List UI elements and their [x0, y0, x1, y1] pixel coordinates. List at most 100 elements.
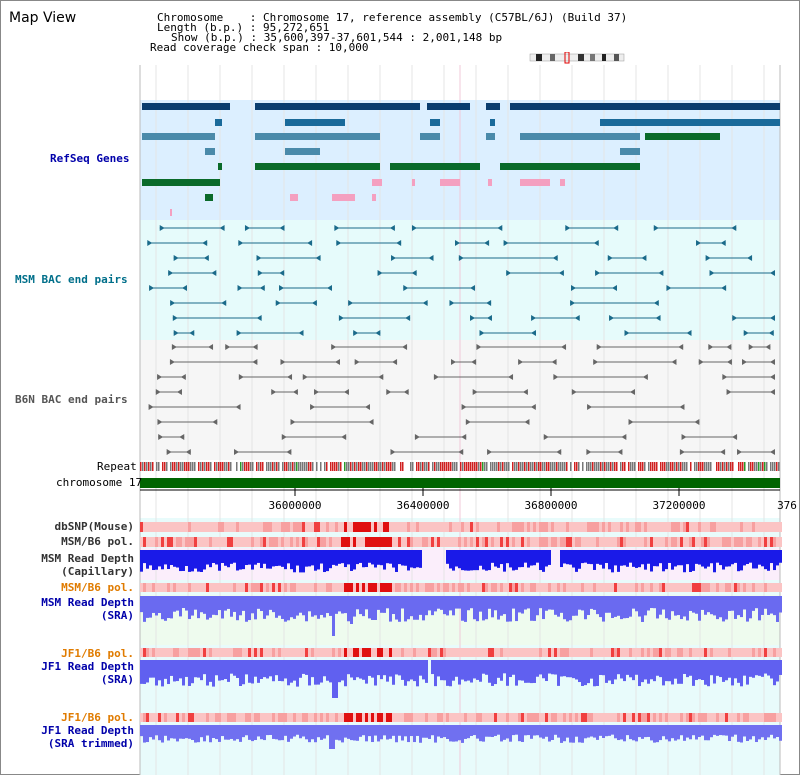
read-depth-bar	[362, 725, 365, 736]
read-depth-bar	[737, 725, 740, 742]
polymorphism-cell	[683, 583, 686, 592]
polymorphism-cell	[626, 583, 629, 592]
polymorphism-cell	[221, 583, 224, 592]
read-depth-bar	[275, 660, 278, 676]
msm-depth-capillary-label[interactable]: MSM Read Depth	[41, 552, 134, 565]
jf1-b6-pol-label-1[interactable]: JF1/B6 pol.	[61, 647, 134, 660]
msm-b6-pol-label-1[interactable]: MSM/B6 pol.	[61, 535, 134, 548]
read-depth-bar	[527, 550, 530, 568]
polymorphism-cell	[584, 583, 587, 592]
read-depth-bar	[290, 550, 293, 570]
polymorphism-cell	[728, 522, 731, 532]
polymorphism-cell	[299, 522, 302, 532]
polymorphism-cell	[437, 583, 440, 592]
read-depth-bar	[305, 660, 308, 675]
read-depth-bar	[479, 596, 482, 612]
msm-bac-pair	[405, 315, 411, 321]
polymorphism-cell	[533, 522, 536, 532]
read-depth-bar	[143, 725, 146, 743]
msm-b6-pol-label-2[interactable]: MSM/B6 pol.	[61, 581, 134, 594]
read-depth-bar	[776, 725, 779, 738]
msm-bac-pair	[768, 330, 774, 336]
dbsnp-track-label[interactable]: dbSNP(Mouse)	[54, 520, 134, 533]
read-depth-bar	[368, 725, 371, 737]
repeat-block	[338, 462, 340, 471]
repeat-block	[476, 462, 478, 471]
polymorphism-cell	[437, 713, 440, 722]
read-depth-bar	[716, 660, 719, 676]
msm-bac-pair	[658, 270, 664, 276]
msm-bac-pair	[721, 285, 727, 291]
polymorphism-cell	[200, 583, 203, 592]
repeat-block	[548, 462, 550, 471]
read-depth-bar	[635, 596, 638, 612]
read-depth-bar	[509, 596, 512, 622]
read-depth-bar	[140, 660, 143, 684]
repeat-block	[540, 462, 542, 471]
polymorphism-cell	[392, 648, 395, 657]
polymorphism-cell	[608, 583, 611, 592]
read-depth-bar	[392, 660, 395, 685]
read-depth-bar	[734, 660, 737, 679]
read-depth-bar	[293, 550, 296, 573]
polymorphism-cell	[509, 583, 512, 592]
polymorphism-cell	[779, 648, 782, 657]
read-depth-bar	[314, 725, 317, 743]
polymorphism-cell	[458, 522, 461, 532]
polymorphism-cell	[689, 648, 692, 657]
polymorphism-cell	[392, 583, 395, 592]
refseq-gene	[488, 179, 492, 186]
polymorphism-cell	[449, 648, 452, 657]
read-depth-bar	[641, 725, 644, 739]
b6n-bac-track-label[interactable]: B6N BAC end pairs	[15, 393, 128, 406]
polymorphism-cell	[509, 648, 512, 657]
msm-depth-sra-label[interactable]: MSM Read Depth	[41, 596, 134, 609]
msm-bac-track-label[interactable]: MSM BAC end pairs	[15, 273, 128, 286]
polymorphism-cell	[362, 537, 365, 547]
read-depth-bar	[593, 596, 596, 610]
polymorphism-cell	[173, 537, 176, 547]
polymorphism-cell	[224, 537, 227, 547]
polymorphism-cell	[311, 713, 314, 722]
read-depth-bar	[542, 550, 545, 572]
read-depth-bar	[299, 660, 302, 678]
polymorphism-cell	[638, 648, 641, 657]
chromosome-ideogram[interactable]	[528, 52, 628, 64]
polymorphism-cell	[140, 648, 143, 657]
jf1-depth-sra-label[interactable]: JF1 Read Depth	[41, 660, 134, 673]
read-depth-bar	[347, 550, 350, 565]
jf1-depth-trim-label[interactable]: JF1 Read Depth	[41, 724, 134, 737]
msm-bac-pair	[219, 225, 225, 231]
polymorphism-cell	[314, 648, 317, 657]
repeat-block	[402, 462, 404, 471]
polymorphism-cell	[707, 522, 710, 532]
read-depth-bar	[542, 725, 545, 739]
repeat-block	[568, 462, 570, 471]
read-depth-bar	[620, 596, 623, 620]
jf1-b6-pol-label-2[interactable]: JF1/B6 pol.	[61, 711, 134, 724]
polymorphism-cell	[419, 648, 422, 657]
repeat-block	[184, 462, 186, 471]
axis-tick-label: 36800000	[524, 499, 578, 512]
repeat-block	[168, 462, 170, 471]
refseq-gene	[560, 179, 565, 186]
polymorphism-cell	[584, 522, 587, 532]
polymorphism-cell	[713, 522, 716, 532]
read-depth-bar	[344, 725, 347, 738]
read-depth-bar	[284, 596, 287, 622]
polymorphism-cell	[164, 537, 167, 547]
read-depth-bar	[185, 550, 188, 567]
polymorphism-cell	[572, 713, 575, 722]
polymorphism-cell	[485, 583, 488, 592]
polymorphism-cell	[446, 713, 449, 722]
polymorphism-cell	[758, 583, 761, 592]
polymorphism-cell	[470, 713, 473, 722]
read-depth-bar	[503, 660, 506, 674]
repeat-block	[282, 462, 284, 471]
polymorphism-cell	[653, 648, 656, 657]
refseq-track-label[interactable]: RefSeq Genes	[50, 152, 130, 165]
read-depth-bar	[314, 596, 317, 616]
polymorphism-cell	[614, 537, 617, 547]
polymorphism-cell	[764, 537, 767, 547]
